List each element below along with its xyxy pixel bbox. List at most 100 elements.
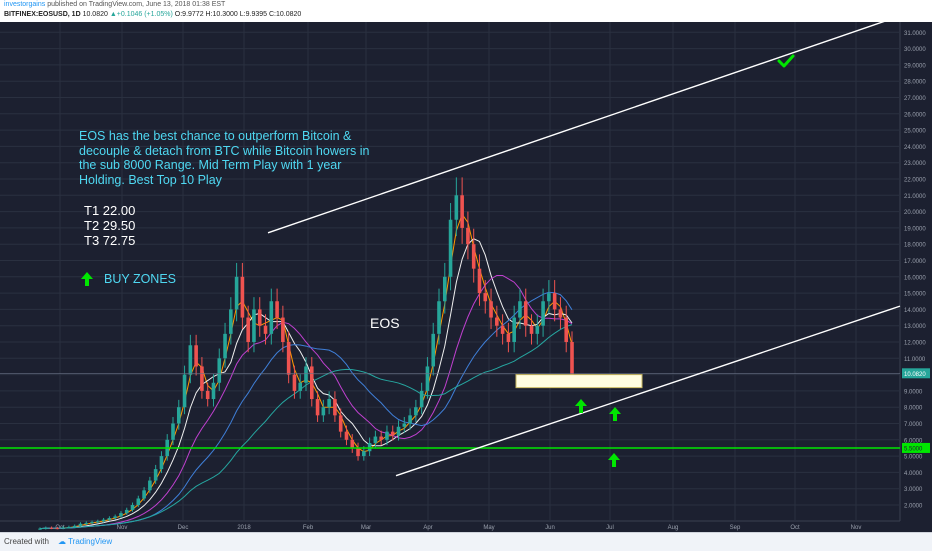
x-tick-label: Aug bbox=[668, 525, 679, 531]
arrow-shaft bbox=[613, 414, 617, 421]
x-tick-label: May bbox=[483, 525, 494, 531]
candle-body bbox=[72, 525, 77, 528]
candles bbox=[38, 177, 574, 530]
candle-body bbox=[552, 293, 557, 310]
candle-body bbox=[281, 317, 285, 342]
buy-arrow-1-icon bbox=[575, 399, 587, 413]
candle-body bbox=[84, 522, 89, 524]
candle-body bbox=[211, 382, 216, 400]
candle-body bbox=[136, 498, 141, 505]
buy-zone-box bbox=[515, 374, 643, 389]
x-tick-label: 2018 bbox=[237, 525, 251, 531]
candle-body bbox=[518, 301, 522, 318]
candle-body bbox=[327, 399, 331, 408]
candle-body bbox=[200, 366, 204, 391]
symbol-line: BITFINEX:EOSUSD, 1D 10.0820 ▲+0.1046 (+1… bbox=[4, 11, 301, 18]
candle-body bbox=[512, 317, 516, 342]
y-tick-label: 14.0000 bbox=[904, 308, 926, 314]
candle-body bbox=[159, 456, 164, 470]
candle-body bbox=[500, 325, 505, 334]
target-3: T3 72.75 bbox=[84, 233, 136, 248]
candle-body bbox=[176, 407, 181, 424]
y-tick-label: 29.0000 bbox=[904, 63, 926, 69]
candle-body bbox=[523, 301, 528, 326]
candle-body bbox=[182, 374, 187, 408]
candle-body bbox=[90, 522, 94, 524]
candle-body bbox=[483, 293, 488, 302]
y-tick-label: 31.0000 bbox=[904, 31, 926, 37]
candle-body bbox=[529, 325, 534, 334]
buy-zone-legend-arrow-icon bbox=[81, 272, 93, 286]
y-axis-ticks: 2.0000 3.0000 4.0000 5.0000 6.0000 7.0000 8.00… bbox=[904, 31, 926, 510]
candle-body bbox=[119, 513, 123, 517]
candle-body bbox=[148, 480, 152, 491]
candle-body bbox=[541, 301, 545, 326]
candle-body bbox=[205, 390, 210, 400]
arrow-head bbox=[575, 399, 587, 406]
candle-body bbox=[333, 399, 337, 416]
candle-body bbox=[356, 447, 360, 457]
arrow-shaft bbox=[85, 279, 89, 286]
buy-arrow-2-icon bbox=[609, 407, 621, 421]
candle-body bbox=[194, 345, 198, 367]
candle-body bbox=[309, 366, 314, 400]
price-chart[interactable]: 2.0000 3.0000 4.0000 5.0000 6.0000 7.0000 8.00… bbox=[0, 22, 932, 532]
candle-body bbox=[101, 519, 106, 522]
candle-body bbox=[385, 431, 389, 440]
last-price: 10.0820 bbox=[82, 11, 108, 18]
buy-arrow-3-icon bbox=[608, 453, 620, 467]
footer: Created with ☁ TradingView bbox=[0, 532, 932, 551]
x-tick-label: Apr bbox=[423, 525, 432, 531]
candle-body bbox=[298, 382, 303, 391]
candle-body bbox=[437, 301, 441, 334]
candle-body bbox=[390, 431, 395, 435]
chart-overlay: 5.5000 10.0820 bbox=[0, 22, 930, 477]
x-tick-label: Jun bbox=[545, 525, 555, 531]
candle-body bbox=[55, 528, 60, 530]
candle-body bbox=[506, 333, 511, 342]
candle-body bbox=[564, 317, 569, 342]
analysis-note: EOS has the best chance to outperform Bi… bbox=[79, 129, 370, 187]
candle-body bbox=[454, 195, 459, 220]
y-tick-label: 9.0000 bbox=[904, 389, 923, 395]
candle-body bbox=[257, 309, 262, 326]
candle-body bbox=[61, 527, 65, 529]
y-tick-label: 6.0000 bbox=[904, 438, 923, 444]
arrow-head bbox=[81, 272, 93, 279]
x-tick-label: Dec bbox=[178, 525, 189, 531]
x-tick-label: Oct bbox=[790, 525, 800, 531]
support-price-label: 5.5000 bbox=[904, 446, 923, 452]
x-tick-label: Nov bbox=[117, 525, 128, 531]
y-tick-label: 5.0000 bbox=[904, 455, 923, 461]
y-tick-label: 16.0000 bbox=[904, 275, 926, 281]
candle-body bbox=[49, 527, 54, 529]
y-tick-label: 8.0000 bbox=[904, 406, 923, 412]
candle-body bbox=[402, 423, 407, 427]
y-tick-label: 20.0000 bbox=[904, 210, 926, 216]
candle-body bbox=[67, 527, 71, 529]
candle-body bbox=[425, 366, 430, 391]
candle-body bbox=[252, 309, 256, 342]
candle-body bbox=[269, 301, 274, 334]
candle-body bbox=[448, 219, 453, 277]
y-tick-label: 25.0000 bbox=[904, 129, 926, 135]
y-tick-label: 2.0000 bbox=[904, 504, 923, 510]
tradingview-logo-icon[interactable]: ☁ TradingView bbox=[58, 537, 113, 546]
y-tick-label: 23.0000 bbox=[904, 161, 926, 167]
y-tick-label: 22.0000 bbox=[904, 178, 926, 184]
upper-channel-line bbox=[267, 22, 885, 234]
arrow-shaft bbox=[579, 406, 583, 413]
candle-body bbox=[246, 317, 250, 342]
last-price-label: 10.0820 bbox=[904, 372, 926, 378]
ma-purple-line bbox=[39, 274, 573, 530]
candle-body bbox=[344, 431, 349, 440]
candle-body bbox=[240, 276, 245, 318]
candle-body bbox=[43, 527, 48, 529]
candle-body bbox=[234, 276, 239, 310]
author-link[interactable]: investorgains bbox=[4, 1, 46, 8]
candle-body bbox=[396, 426, 401, 435]
x-tick-label: Mar bbox=[361, 525, 371, 531]
candle-body bbox=[362, 451, 366, 457]
candle-body bbox=[286, 342, 291, 375]
candle-body bbox=[38, 528, 42, 530]
